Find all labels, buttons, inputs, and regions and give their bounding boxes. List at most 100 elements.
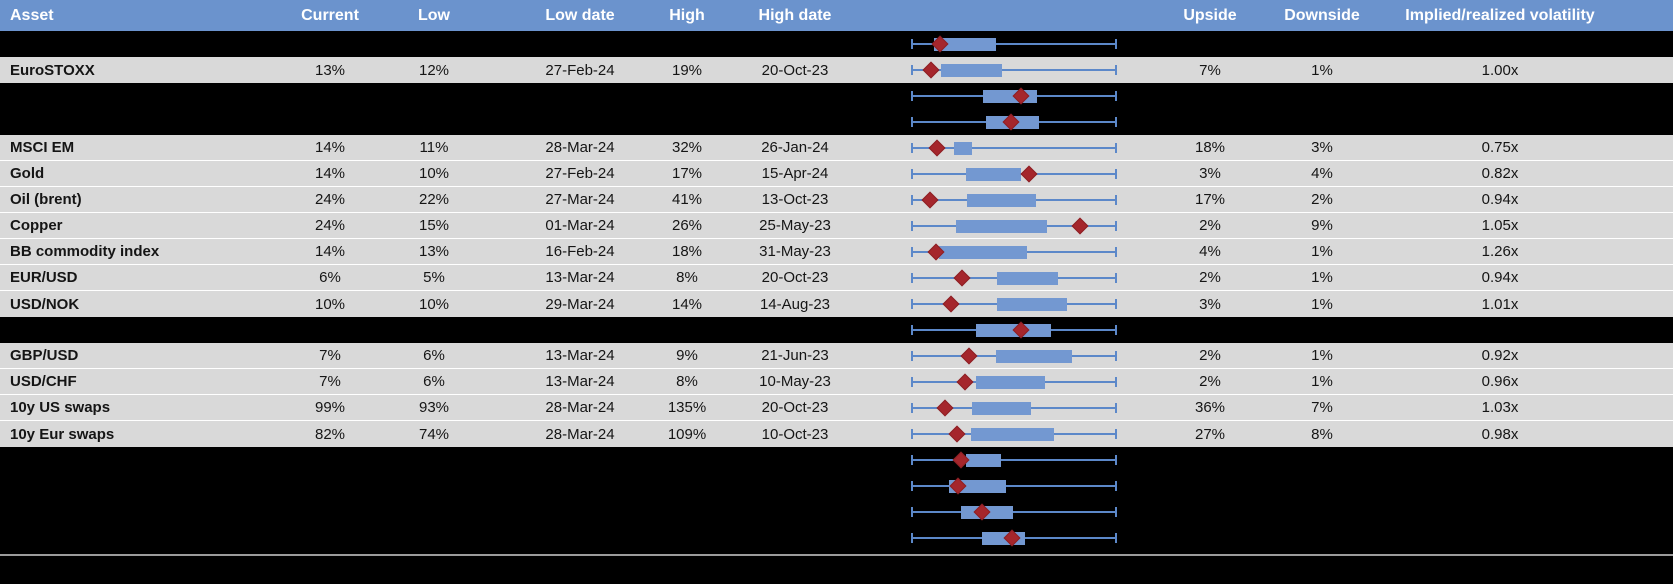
- low-cell[interactable]: [392, 525, 476, 551]
- current-cell[interactable]: [268, 447, 392, 473]
- implied-realized-volatility-cell[interactable]: 0.82x: [1481, 165, 1519, 182]
- low-cell[interactable]: [392, 83, 476, 109]
- current-cell[interactable]: [268, 83, 392, 109]
- high-cell[interactable]: 9%: [676, 347, 698, 364]
- high-cell[interactable]: 109%: [667, 425, 707, 443]
- implied-realized-volatility-cell[interactable]: 0.94x: [1481, 269, 1519, 286]
- header-high-date[interactable]: High date: [758, 6, 832, 24]
- high-date-cell[interactable]: 14-Aug-23: [759, 295, 831, 313]
- upside-cell[interactable]: 7%: [1199, 61, 1221, 79]
- upside-cell[interactable]: 3%: [1199, 295, 1221, 313]
- implied-realized-volatility-cell[interactable]: 0.98x: [1481, 425, 1519, 443]
- header-downside[interactable]: Downside: [1284, 6, 1360, 24]
- high-date-cell[interactable]: 10-May-23: [759, 373, 831, 390]
- low-cell[interactable]: [392, 447, 476, 473]
- high-cell[interactable]: 8%: [676, 373, 698, 390]
- downside-cell[interactable]: 8%: [1311, 425, 1333, 443]
- header-low[interactable]: Low: [418, 6, 450, 24]
- asset-cell[interactable]: EUR/USD: [10, 269, 78, 286]
- implied-realized-volatility-cell[interactable]: 1.26x: [1481, 243, 1519, 260]
- high-date-cell[interactable]: [710, 83, 880, 109]
- downside-cell[interactable]: 9%: [1311, 217, 1333, 234]
- high-cell[interactable]: 18%: [671, 243, 703, 260]
- upside-cell[interactable]: [1148, 83, 1272, 109]
- low-date-cell[interactable]: 13-Mar-24: [545, 269, 615, 286]
- high-date-cell[interactable]: 21-Jun-23: [761, 347, 829, 364]
- implied-realized-volatility-cell[interactable]: 0.94x: [1481, 191, 1519, 208]
- downside-cell[interactable]: [1262, 109, 1382, 135]
- downside-cell[interactable]: [1262, 317, 1382, 343]
- low-cell[interactable]: 15%: [418, 217, 450, 234]
- current-cell[interactable]: 7%: [319, 373, 341, 390]
- upside-cell[interactable]: 2%: [1199, 373, 1221, 390]
- downside-cell[interactable]: 1%: [1311, 295, 1333, 313]
- low-cell[interactable]: 74%: [418, 425, 450, 443]
- low-date-cell[interactable]: 13-Mar-24: [545, 347, 615, 364]
- upside-cell[interactable]: 3%: [1199, 165, 1221, 182]
- downside-cell[interactable]: [1262, 447, 1382, 473]
- current-cell[interactable]: [268, 525, 392, 551]
- high-cell[interactable]: 32%: [671, 139, 703, 156]
- asset-cell[interactable]: [10, 525, 290, 551]
- low-date-cell[interactable]: 29-Mar-24: [545, 295, 615, 313]
- high-cell[interactable]: 14%: [671, 295, 703, 313]
- downside-cell[interactable]: 1%: [1311, 61, 1333, 79]
- asset-cell[interactable]: [10, 31, 290, 57]
- asset-cell[interactable]: [10, 317, 290, 343]
- header-current[interactable]: Current: [301, 6, 359, 24]
- high-cell[interactable]: 135%: [667, 399, 707, 416]
- current-cell[interactable]: 14%: [314, 165, 346, 182]
- current-cell[interactable]: 14%: [314, 139, 346, 156]
- upside-cell[interactable]: [1148, 447, 1272, 473]
- upside-cell[interactable]: [1148, 317, 1272, 343]
- upside-cell[interactable]: [1148, 499, 1272, 525]
- implied-realized-volatility-cell[interactable]: [1390, 83, 1610, 109]
- header-high[interactable]: High: [669, 6, 705, 24]
- downside-cell[interactable]: 1%: [1311, 347, 1333, 364]
- asset-cell[interactable]: EuroSTOXX: [10, 61, 95, 79]
- low-cell[interactable]: [392, 31, 476, 57]
- low-cell[interactable]: [392, 473, 476, 499]
- low-cell[interactable]: 22%: [418, 191, 450, 208]
- high-cell[interactable]: 17%: [671, 165, 703, 182]
- high-date-cell[interactable]: [710, 499, 880, 525]
- current-cell[interactable]: 6%: [319, 269, 341, 286]
- high-date-cell[interactable]: [710, 525, 880, 551]
- low-date-cell[interactable]: [495, 447, 665, 473]
- high-cell[interactable]: 41%: [671, 191, 703, 208]
- current-cell[interactable]: 82%: [314, 425, 346, 443]
- implied-realized-volatility-cell[interactable]: [1390, 473, 1610, 499]
- downside-cell[interactable]: [1262, 499, 1382, 525]
- low-date-cell[interactable]: 27-Mar-24: [545, 191, 615, 208]
- low-cell[interactable]: [392, 317, 476, 343]
- downside-cell[interactable]: [1262, 473, 1382, 499]
- low-date-cell[interactable]: [495, 473, 665, 499]
- low-date-cell[interactable]: [495, 317, 665, 343]
- header-upside[interactable]: Upside: [1183, 6, 1237, 24]
- implied-realized-volatility-cell[interactable]: 0.75x: [1481, 139, 1519, 156]
- asset-cell[interactable]: [10, 109, 290, 135]
- low-date-cell[interactable]: 13-Mar-24: [545, 373, 615, 390]
- low-cell[interactable]: [392, 499, 476, 525]
- high-cell[interactable]: 19%: [671, 61, 703, 79]
- implied-realized-volatility-cell[interactable]: 1.05x: [1481, 217, 1519, 234]
- implied-realized-volatility-cell[interactable]: 1.03x: [1481, 399, 1519, 416]
- implied-realized-volatility-cell[interactable]: 0.96x: [1481, 373, 1519, 390]
- current-cell[interactable]: 10%: [314, 295, 346, 313]
- asset-cell[interactable]: [10, 473, 290, 499]
- low-date-cell[interactable]: 01-Mar-24: [545, 217, 615, 234]
- upside-cell[interactable]: [1148, 473, 1272, 499]
- high-date-cell[interactable]: [710, 447, 880, 473]
- upside-cell[interactable]: 18%: [1194, 139, 1226, 156]
- implied-realized-volatility-cell[interactable]: [1390, 109, 1610, 135]
- implied-realized-volatility-cell[interactable]: [1390, 447, 1610, 473]
- downside-cell[interactable]: 4%: [1311, 165, 1333, 182]
- asset-cell[interactable]: Oil (brent): [10, 191, 82, 208]
- implied-realized-volatility-cell[interactable]: [1390, 525, 1610, 551]
- asset-cell[interactable]: MSCI EM: [10, 139, 75, 156]
- current-cell[interactable]: 7%: [319, 347, 341, 364]
- current-cell[interactable]: [268, 499, 392, 525]
- high-date-cell[interactable]: 20-Oct-23: [761, 61, 829, 79]
- high-date-cell[interactable]: 20-Oct-23: [761, 399, 829, 416]
- high-date-cell[interactable]: 25-May-23: [759, 217, 831, 234]
